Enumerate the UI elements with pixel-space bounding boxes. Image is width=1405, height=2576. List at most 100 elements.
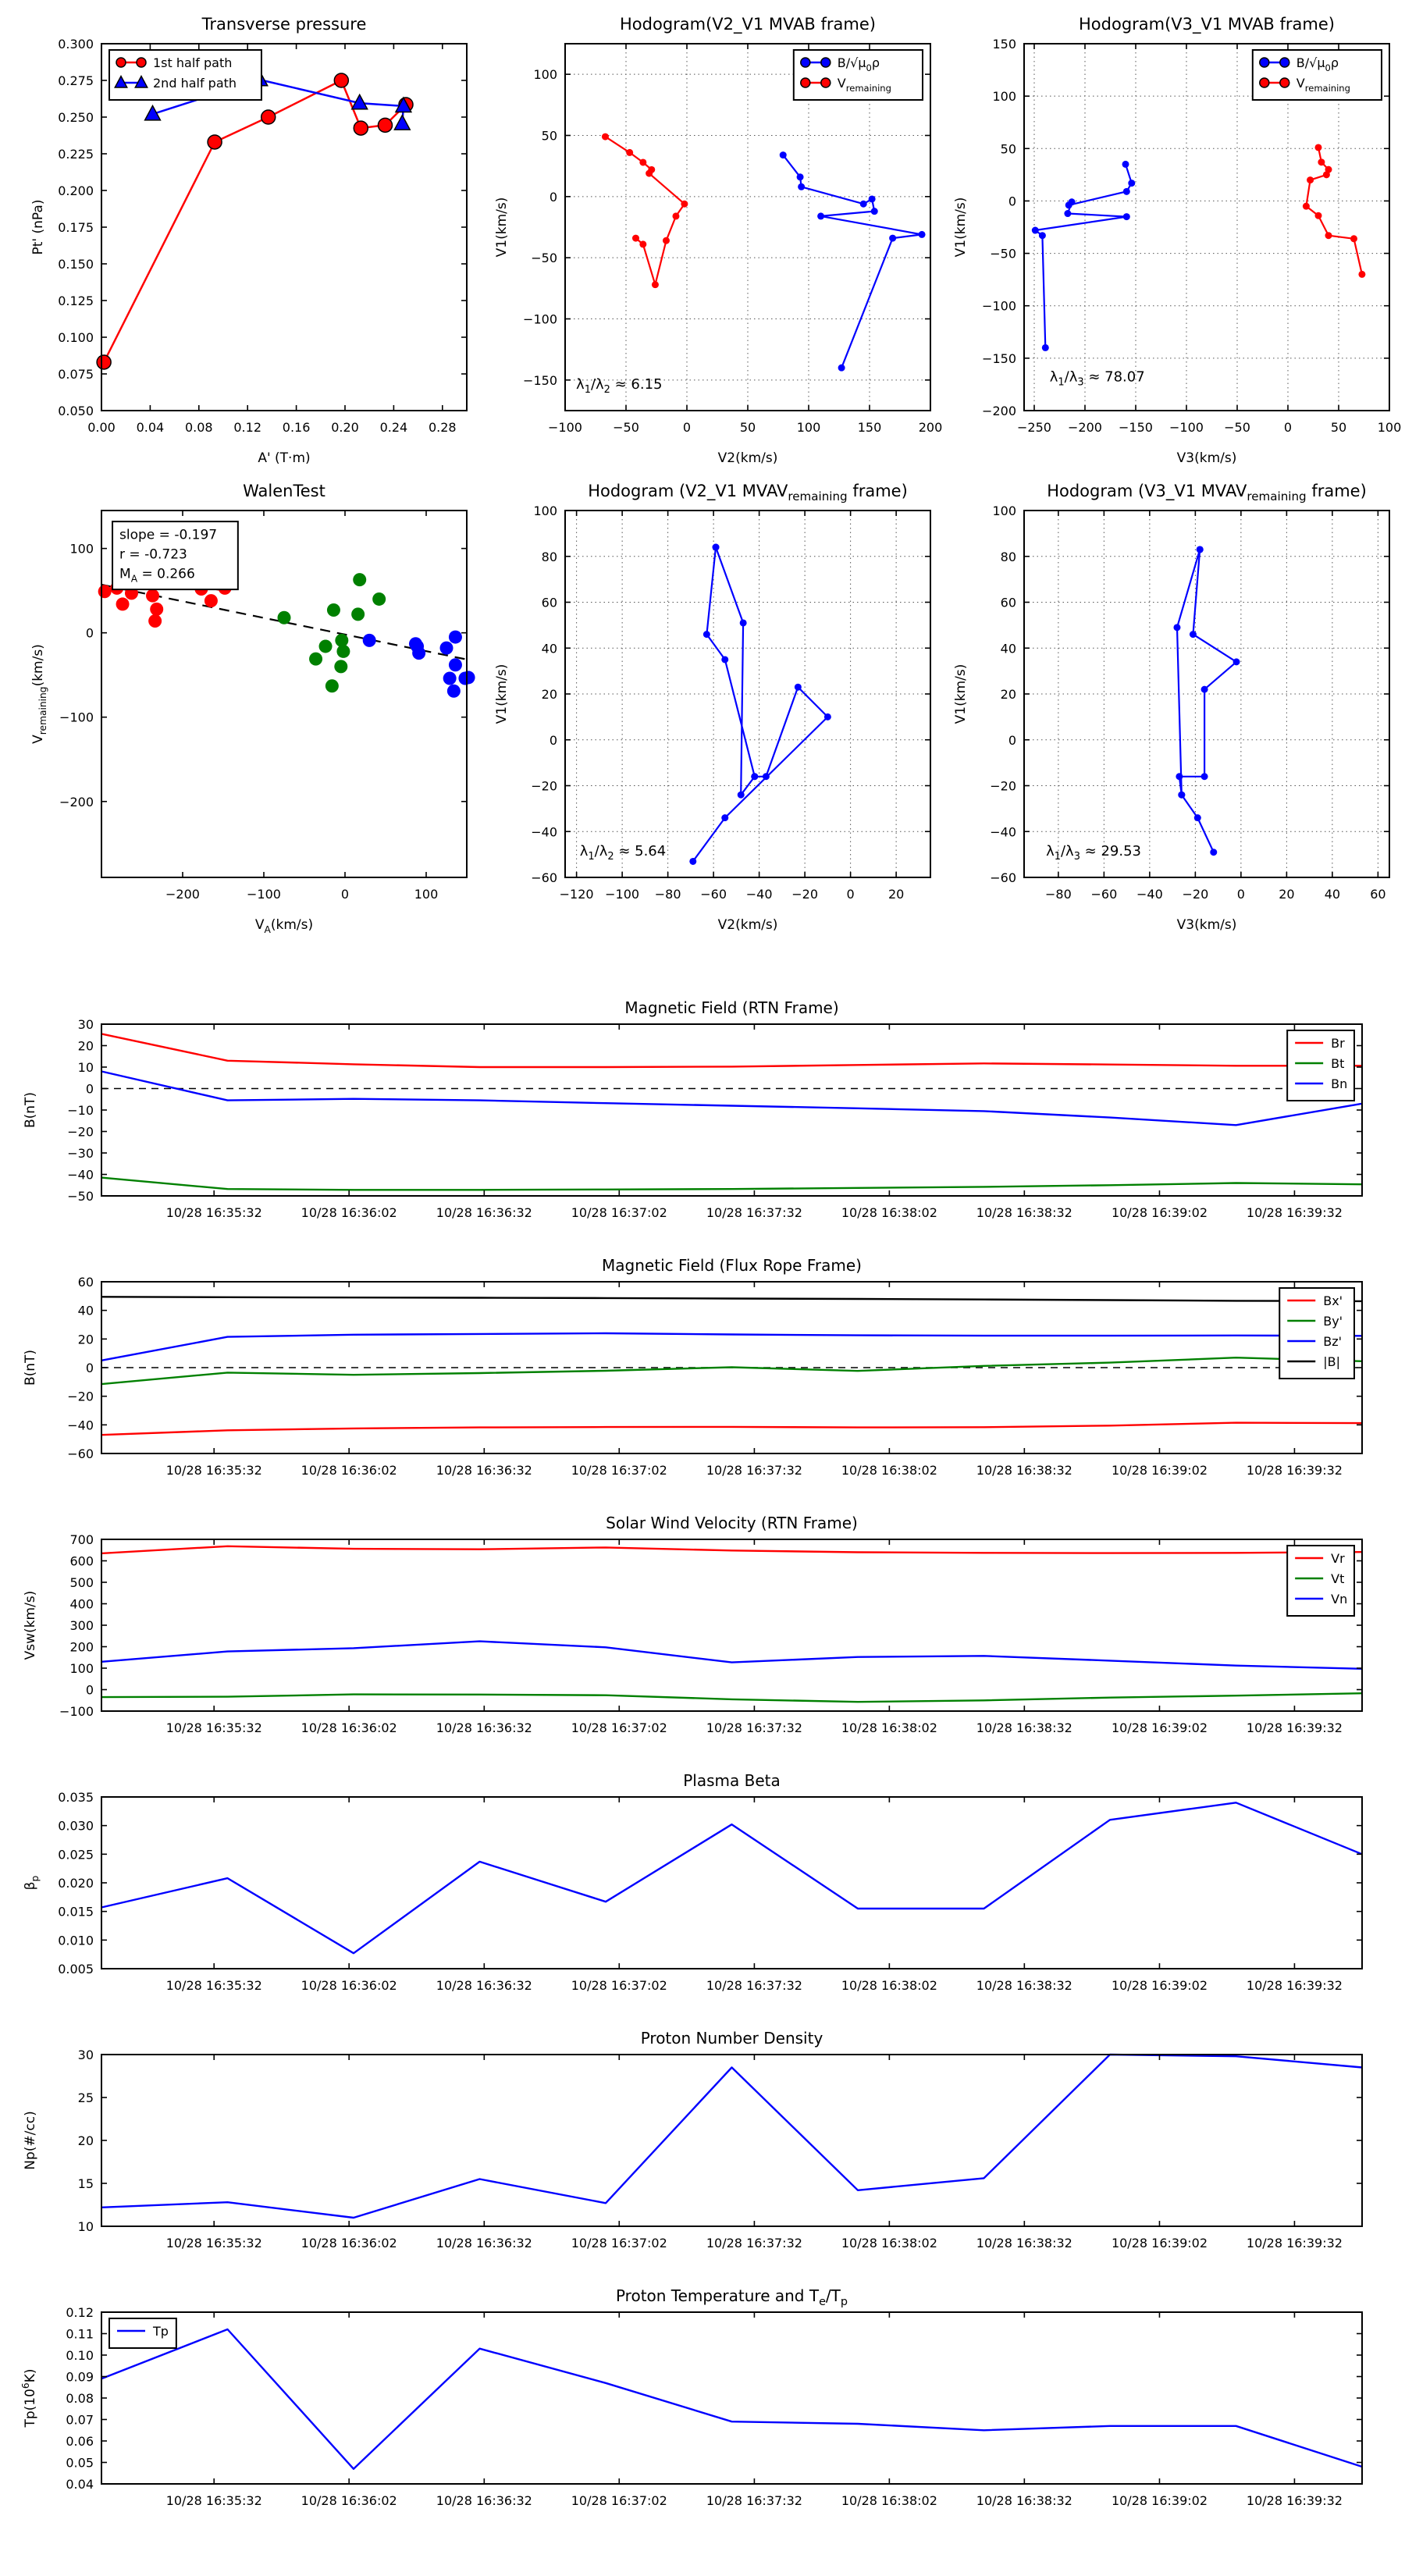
chart-title: Hodogram(V3_V1 MVAB frame)	[1079, 15, 1335, 34]
marker	[443, 671, 457, 685]
y-tick-label: −20	[67, 1389, 94, 1404]
marker	[1325, 232, 1332, 240]
chart-title: WalenTest	[243, 482, 325, 500]
marker	[737, 791, 745, 799]
legend: Tp	[108, 2318, 177, 2349]
y-axis-label: V1(km/s)	[494, 197, 510, 258]
chart-title: Magnetic Field (RTN Frame)	[624, 998, 838, 1017]
y-tick-label: 100	[992, 89, 1016, 104]
marker	[1307, 176, 1314, 184]
chart-title: Hodogram(V2_V1 MVAB frame)	[620, 15, 876, 34]
marker	[1173, 624, 1181, 632]
marker	[136, 57, 147, 68]
x-tick-label: 10/28 16:38:02	[841, 2236, 937, 2250]
x-tick-label: 10/28 16:35:32	[166, 1720, 262, 1735]
x-tick-label: −50	[613, 420, 639, 435]
x-axis-label: A' (T·m)	[258, 450, 310, 466]
x-tick-label: 10/28 16:37:02	[571, 2236, 667, 2250]
x-tick-label: 10/28 16:39:32	[1247, 1720, 1343, 1735]
marker	[672, 212, 680, 220]
y-tick-label: −10	[67, 1103, 94, 1118]
x-tick-label: 10/28 16:36:32	[436, 1720, 532, 1735]
y-tick-label: −20	[990, 779, 1016, 794]
series-Tp	[101, 2328, 1363, 2470]
stats-line: slope = -0.197	[119, 528, 217, 543]
x-tick-label: 10/28 16:37:32	[706, 1463, 802, 1478]
x-tick-label: 0.08	[185, 420, 213, 435]
x-tick-label: −80	[655, 887, 681, 902]
x-tick-label: −40	[746, 887, 773, 902]
annotation: λ1/λ3 ≈ 78.07	[1050, 368, 1145, 388]
y-tick-label: 0.020	[58, 1876, 94, 1891]
series-v-path-main	[1178, 549, 1238, 853]
marker	[870, 208, 878, 215]
legend-label: Vremaining	[1297, 76, 1350, 94]
y-tick-label: 0.010	[58, 1933, 94, 1948]
marker	[333, 73, 350, 88]
x-tick-label: 0	[1237, 887, 1245, 902]
legend-label: Bt	[1331, 1056, 1344, 1071]
x-tick-label: 10/28 16:35:32	[166, 2493, 262, 2508]
marker	[1038, 232, 1046, 240]
series-B-magnitude	[101, 1296, 1363, 1303]
x-tick-label: 100	[1378, 420, 1402, 435]
x-tick-label: 10/28 16:36:02	[301, 1463, 397, 1478]
y-tick-label: 100	[992, 503, 1016, 518]
annotation: λ1/λ3 ≈ 29.53	[1046, 843, 1141, 863]
y-tick-label: 0.200	[58, 183, 94, 198]
x-tick-label: 10/28 16:37:02	[571, 2493, 667, 2508]
chart-svg: −80 −60 −40 −20 0 20 40 60 −60 −40 −20 0 20 40 60 80 100…	[953, 482, 1390, 933]
x-tick-label: 10/28 16:38:02	[841, 1978, 937, 1993]
marker	[277, 610, 291, 624]
y-tick-label: 0.005	[58, 1962, 94, 1976]
x-tick-label: 0.20	[331, 420, 359, 435]
y-tick-label: 600	[69, 1554, 94, 1569]
x-tick-label: 20	[888, 887, 904, 902]
y-tick-label: −100	[59, 710, 94, 725]
x-tick-label: 10/28 16:36:02	[301, 1720, 397, 1735]
chart-walen-test: −200 −100 0 100 −200 −100 0 100 WalenTest VA(km/s…	[14, 473, 482, 941]
annotation: λ1/λ2 ≈ 6.15	[576, 376, 662, 396]
y-tick-label: 80	[542, 550, 557, 564]
marker	[800, 57, 811, 68]
marker	[820, 57, 831, 68]
marker	[794, 683, 802, 691]
x-tick-label: 40	[1325, 887, 1340, 902]
series-Bx-prime	[101, 1421, 1363, 1436]
x-tick-label: 10/28 16:36:02	[301, 2493, 397, 2508]
y-tick-label: −20	[67, 1125, 94, 1140]
marker	[1122, 187, 1130, 195]
chart-svg: −200 −100 0 100 −200 −100 0 100 WalenTest VA(km/s…	[30, 482, 475, 935]
x-tick-label: −200	[1068, 420, 1102, 435]
y-tick-label: 0.11	[66, 2327, 94, 2342]
x-tick-label: −100	[247, 887, 281, 902]
x-tick-label: 10/28 16:39:32	[1247, 1463, 1343, 1478]
marker	[798, 183, 806, 190]
x-tick-label: 60	[1370, 887, 1385, 902]
y-tick-label: −30	[67, 1146, 94, 1161]
chart-proton-number-density: 10/28 16:35:32 10/28 16:36:02 10/28 16:36:…	[0, 2023, 1405, 2284]
marker	[631, 234, 639, 242]
y-tick-label: 200	[69, 1640, 94, 1655]
y-tick-label: −100	[523, 312, 557, 327]
y-tick-label: 100	[533, 67, 557, 82]
marker	[439, 641, 454, 655]
y-tick-label: 0	[86, 1082, 94, 1097]
x-tick-label: −40	[1136, 887, 1163, 902]
stats-line: MA = 0.266	[119, 567, 195, 585]
marker	[309, 652, 323, 666]
x-tick-label: 10/28 16:37:32	[706, 1205, 802, 1220]
y-tick-label: 0.10	[66, 2348, 94, 2363]
stats-line: r = -0.723	[119, 547, 187, 563]
y-tick-label: 0.275	[58, 73, 94, 88]
x-tick-label: 10/28 16:39:32	[1247, 1978, 1343, 1993]
x-tick-label: 0	[341, 887, 349, 902]
marker	[448, 630, 462, 644]
marker	[448, 658, 462, 672]
marker	[1318, 158, 1325, 166]
marker	[353, 120, 369, 136]
marker	[918, 230, 926, 238]
x-tick-label: 10/28 16:35:32	[166, 1978, 262, 1993]
chart-solar-wind-velocity: 10/28 16:35:32 10/28 16:36:02 10/28 16:36:…	[0, 1508, 1405, 1769]
marker	[1200, 773, 1208, 781]
